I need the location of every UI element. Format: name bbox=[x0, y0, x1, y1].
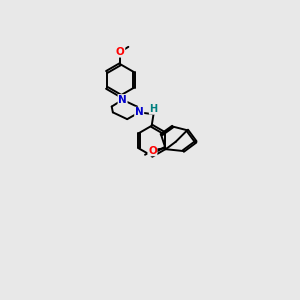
Text: O: O bbox=[148, 146, 157, 156]
Text: N: N bbox=[118, 95, 127, 105]
Text: N: N bbox=[135, 107, 144, 117]
Text: H: H bbox=[149, 104, 158, 114]
Text: O: O bbox=[116, 47, 124, 57]
